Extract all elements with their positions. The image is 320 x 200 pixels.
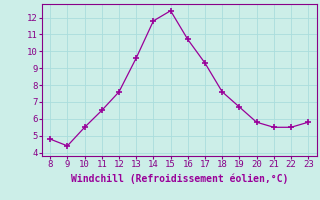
X-axis label: Windchill (Refroidissement éolien,°C): Windchill (Refroidissement éolien,°C) bbox=[70, 173, 288, 184]
